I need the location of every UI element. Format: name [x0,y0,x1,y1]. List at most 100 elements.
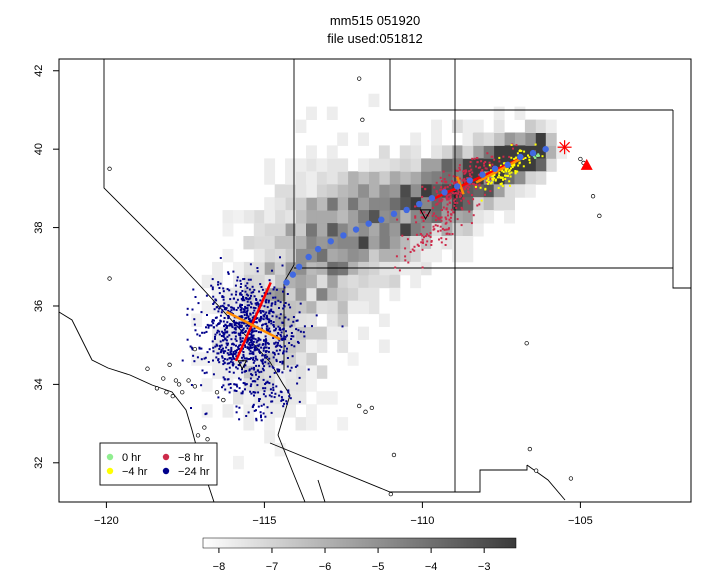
station-marker [221,397,226,403]
particle [242,295,244,298]
particle [263,339,266,342]
particle [233,331,236,334]
plume-cell [347,300,359,315]
particle [224,388,227,391]
particle [269,375,272,378]
particle [532,155,535,158]
particle [262,393,265,396]
particle [460,224,463,227]
particle [235,411,238,414]
particle [493,158,496,161]
particle [293,345,296,348]
particle [214,337,216,340]
particle [192,354,195,357]
particle [235,339,238,342]
plume-cell [285,404,296,418]
particle [236,276,239,279]
particle [294,365,297,368]
colorbar-tick-label: −8 [213,561,226,573]
particle [452,175,455,178]
particle [285,350,288,353]
particle [445,238,448,241]
particle [489,165,492,168]
particle [446,185,449,188]
particle [272,389,275,392]
particle [234,352,237,355]
plume-cell [316,274,328,289]
particle [254,355,257,358]
plume-cell [201,378,213,392]
particle [270,395,273,398]
particle [239,338,242,341]
particle [268,319,271,322]
particle [254,371,257,374]
particle [235,405,238,408]
particle [468,170,471,173]
particle [415,233,418,236]
particle [217,358,220,361]
plume-cell [358,274,369,289]
particle [274,301,277,304]
plume-cell [306,171,317,185]
particle [257,391,260,394]
station-marker [170,394,175,399]
particle [248,352,251,355]
plume-cell [191,313,203,327]
particle [265,381,268,384]
particle [243,382,246,385]
plume-cell [514,184,526,198]
particle [269,309,272,312]
plume-cell [347,274,359,289]
plume-cell [295,184,307,198]
particle [508,172,511,175]
particle [248,369,251,372]
particle [251,346,253,349]
plume-cell [535,171,547,185]
particle [218,287,221,289]
plume-cell [326,326,338,340]
plume-cell [493,106,505,120]
plume-cell [493,158,505,172]
particle [287,389,290,392]
particle [522,165,525,168]
particle [234,349,237,352]
station-marker [524,341,529,346]
particle [280,335,283,338]
plume-cell [243,417,255,431]
plume-cell [399,171,411,185]
particle [218,333,221,336]
plume-cell [274,287,286,302]
particle [255,298,258,300]
particle [231,361,234,364]
plume-cell [451,210,463,224]
particle [272,383,275,386]
particle [285,330,287,333]
particle [272,367,275,369]
particle [211,320,214,323]
particle [267,299,270,302]
particle [192,288,195,291]
particle [455,195,458,197]
particle [281,321,284,324]
particle [236,367,239,370]
particle [230,346,233,349]
y-tick-label: 38 [33,221,45,233]
particle [416,243,419,246]
plume-cell [368,184,380,198]
particle [241,299,244,302]
particle [486,179,489,182]
particle [463,187,466,190]
particle [414,216,417,219]
y-tick-label: 34 [33,378,45,390]
particle [246,327,249,330]
particle [520,149,523,152]
particle [235,355,238,358]
particle [198,334,201,337]
trajectory-center-point [365,220,372,227]
plume-cell [326,274,338,289]
particle [265,301,267,304]
plume-cell [472,119,484,133]
particle [265,314,268,317]
particle [427,214,430,217]
particle [430,240,433,243]
